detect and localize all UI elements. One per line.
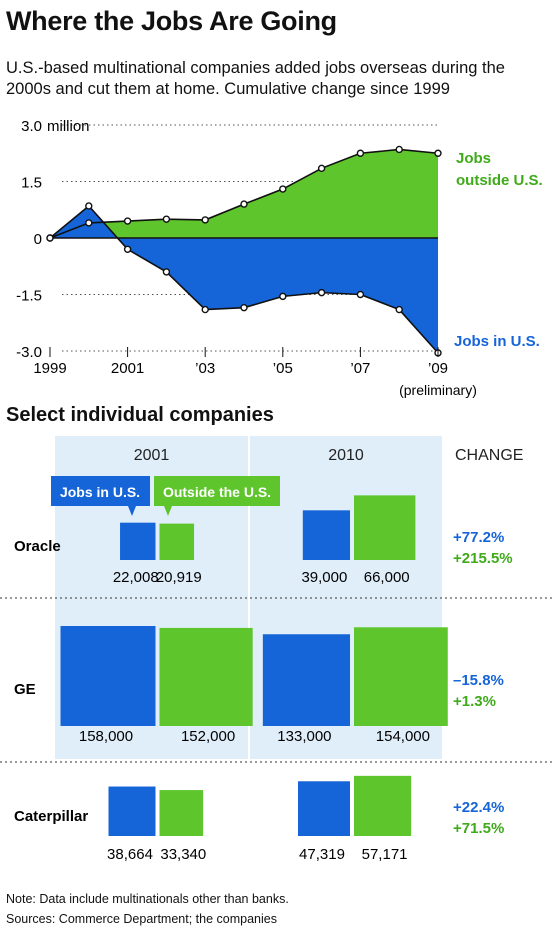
series-label-jobs-in-us: Jobs in U.S. <box>454 333 540 350</box>
point-jobs-outside-us <box>434 149 442 157</box>
bar-oracle-2001-us <box>120 522 156 560</box>
footnote: Note: Data include multinationals other … <box>6 892 289 906</box>
value-label-caterpillar-2001-outside: 33,340 <box>160 846 206 863</box>
y-unit-label: million <box>47 118 90 135</box>
x-tick-label: 2001 <box>111 360 144 377</box>
area-jobs-outside-us <box>50 149 438 238</box>
point-jobs-in-us <box>279 292 287 301</box>
column-header-2010: 2010 <box>328 447 364 464</box>
x-tick-note: (preliminary) <box>399 382 477 398</box>
bar-ge-2001-outside <box>159 627 253 726</box>
point-jobs-outside-us <box>317 164 326 173</box>
bar-ge-2001-us <box>60 626 156 726</box>
x-tick-label: ’05 <box>273 360 293 377</box>
company-name-ge: GE <box>14 681 36 698</box>
companies-section-title: Select individual companies <box>6 404 274 426</box>
x-tick-label: ’07 <box>350 360 370 377</box>
point-jobs-in-us <box>356 290 365 299</box>
bar-caterpillar-2001-outside <box>159 790 204 836</box>
point-jobs-outside-us <box>201 216 209 224</box>
point-jobs-outside-us <box>279 185 287 193</box>
point-jobs-in-us <box>85 202 93 210</box>
value-label-oracle-2010-us: 39,000 <box>301 569 347 586</box>
point-jobs-in-us <box>395 305 403 314</box>
legend-outside-label: Outside the U.S. <box>163 484 271 500</box>
change-us-caterpillar: +22.4% <box>453 799 504 816</box>
point-jobs-outside-us <box>395 145 403 154</box>
bar-ge-2010-outside <box>354 627 448 726</box>
y-tick-label: 0 <box>34 231 42 248</box>
legend-us-label: Jobs in U.S. <box>60 484 140 500</box>
x-tick-label: ’03 <box>195 360 215 377</box>
legend-outside-box <box>154 476 280 506</box>
point-jobs-outside-us <box>85 219 93 227</box>
point-jobs-in-us <box>46 234 54 242</box>
legend-us-pointer <box>128 506 136 516</box>
point-jobs-in-us <box>317 288 326 297</box>
value-label-caterpillar-2001-us: 38,664 <box>107 846 153 863</box>
change-outside-oracle: +215.5% <box>453 550 513 567</box>
value-label-oracle-2001-us: 22,008 <box>113 569 159 586</box>
series-label-jobs-outside-us: outside U.S. <box>456 172 543 189</box>
company-name-caterpillar: Caterpillar <box>14 808 88 825</box>
x-tick-label: 1999 <box>33 360 66 377</box>
value-label-caterpillar-2010-us: 47,319 <box>299 846 345 863</box>
legend-outside-pointer <box>164 506 172 516</box>
change-header: CHANGE <box>455 447 523 464</box>
value-label-oracle-2010-outside: 66,000 <box>364 569 410 586</box>
value-label-oracle-2001-outside: 20,919 <box>156 569 202 586</box>
change-us-ge: –15.8% <box>453 672 504 689</box>
y-tick-label: 1.5 <box>21 175 42 192</box>
x-tick-label: ’09 <box>428 360 448 377</box>
value-label-ge-2010-us: 133,000 <box>277 728 331 745</box>
point-jobs-outside-us <box>356 149 365 157</box>
bar-oracle-2010-outside <box>354 495 416 560</box>
y-tick-label: 3.0 <box>21 118 42 135</box>
bar-ge-2010-us <box>262 634 350 726</box>
y-tick-label: -1.5 <box>16 288 42 305</box>
point-jobs-in-us <box>162 268 171 276</box>
sources: Sources: Commerce Department; the compan… <box>6 912 277 926</box>
value-label-ge-2001-us: 158,000 <box>79 728 133 745</box>
value-label-ge-2010-outside: 154,000 <box>376 728 430 745</box>
column-header-2001: 2001 <box>134 447 170 464</box>
bar-caterpillar-2010-us <box>298 781 350 836</box>
company-name-oracle: Oracle <box>14 538 61 555</box>
point-jobs-in-us <box>240 303 248 312</box>
series-label-jobs-outside-us: Jobs <box>456 150 491 167</box>
point-jobs-outside-us <box>123 217 132 225</box>
bar-oracle-2001-outside <box>159 523 195 560</box>
chart-subtitle: U.S.-based multinational companies added… <box>6 59 505 98</box>
value-label-caterpillar-2010-outside: 57,171 <box>362 846 408 863</box>
point-jobs-in-us <box>123 245 132 254</box>
change-outside-ge: +1.3% <box>453 693 496 710</box>
bar-oracle-2010-us <box>302 510 350 560</box>
change-us-oracle: +77.2% <box>453 529 504 546</box>
area-jobs-in-us <box>50 205 438 353</box>
bar-caterpillar-2001-us <box>108 786 156 836</box>
point-jobs-outside-us <box>162 215 171 223</box>
legend-us-box <box>51 476 150 506</box>
point-jobs-outside-us <box>240 200 248 208</box>
area-chart: 3.0 1.5 0 -1.5 -3.0 million 1999 2001 ’03 ’05 ’07 ’… <box>16 118 543 398</box>
y-tick-label: -3.0 <box>16 344 42 361</box>
companies-bar-chart: 2001 2010 CHANGE Jobs in U.S. Outside the U.… <box>0 436 555 863</box>
value-label-ge-2001-outside: 152,000 <box>181 728 235 745</box>
point-jobs-in-us <box>201 305 209 314</box>
bar-caterpillar-2010-outside <box>354 775 412 836</box>
change-outside-caterpillar: +71.5% <box>453 820 504 837</box>
chart-title: Where the Jobs Are Going <box>6 6 337 36</box>
